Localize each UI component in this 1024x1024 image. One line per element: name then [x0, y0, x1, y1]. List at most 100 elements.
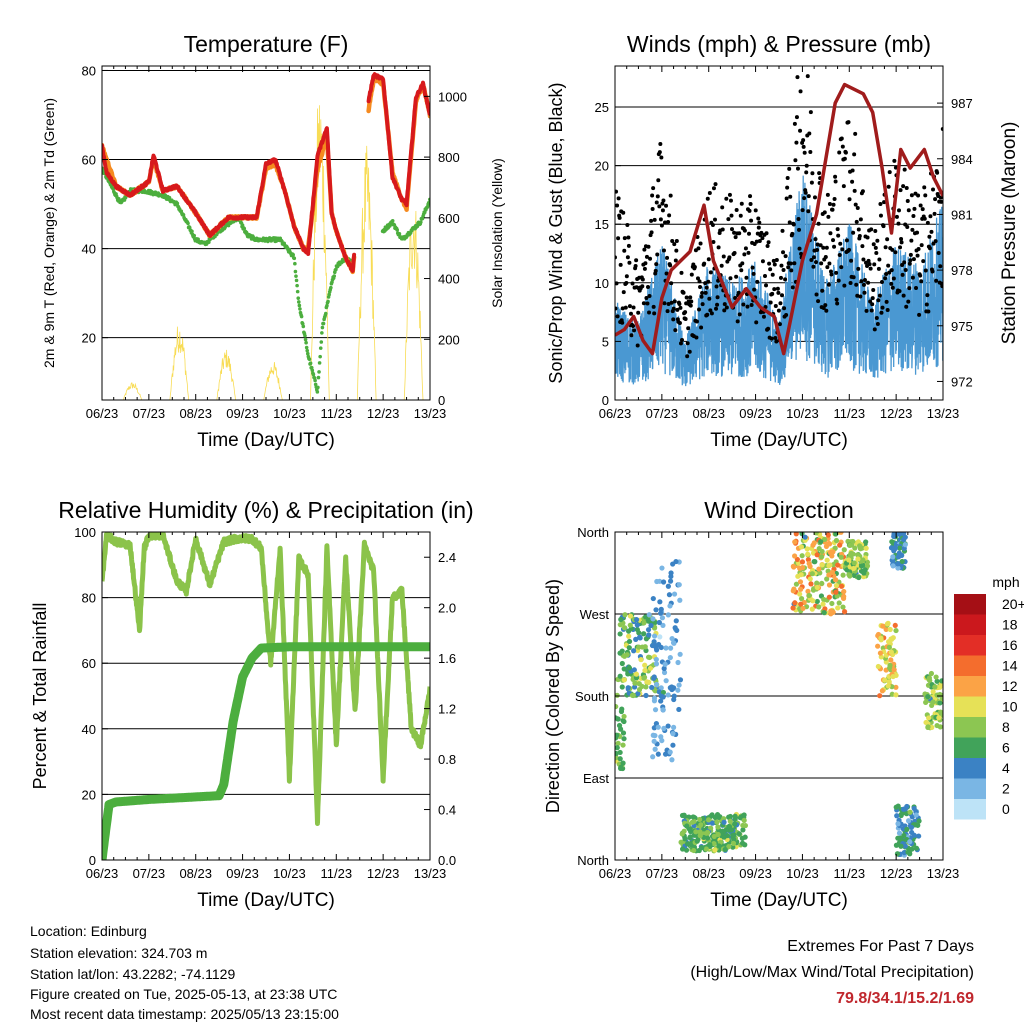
- rh-precip-x-tick-label: 12/23: [367, 866, 400, 881]
- gust-point: [834, 270, 839, 275]
- gust-point: [795, 75, 800, 80]
- temperature-y2-tick-label: 600: [438, 211, 460, 226]
- wind-direction-point: [934, 722, 940, 729]
- wind-direction-point: [829, 600, 835, 607]
- wind-direction-point: [671, 640, 677, 646]
- gust-point: [889, 268, 894, 273]
- wind-direction-point: [660, 707, 666, 713]
- gust-point: [934, 278, 939, 283]
- gust-point: [802, 150, 807, 155]
- wind-direction-point: [864, 563, 871, 569]
- rh-precip-y-tick-label: 20: [82, 787, 96, 802]
- gust-point: [842, 156, 847, 161]
- gust-point: [651, 304, 656, 309]
- gust-point: [738, 213, 743, 218]
- dewpoint-point: [317, 370, 321, 374]
- dewpoint-point: [397, 232, 402, 236]
- wind-direction-point: [669, 757, 675, 763]
- rh-precip-x-tick-label: 10/23: [273, 866, 306, 881]
- wind-direction-point: [825, 532, 831, 538]
- wind-direction-point: [736, 831, 742, 837]
- gust-point: [874, 315, 879, 320]
- wind-direction-point: [621, 666, 627, 672]
- temperature-y-tick-label: 40: [82, 242, 96, 257]
- gust-point: [685, 354, 690, 359]
- wind-direction-point: [797, 579, 804, 585]
- gust-point: [760, 259, 765, 264]
- gust-point: [695, 276, 700, 281]
- gust-point: [879, 279, 884, 284]
- wind-direction-point: [667, 578, 674, 584]
- gust-point: [615, 203, 620, 208]
- wind-direction-point: [793, 581, 800, 587]
- wind-direction-point: [683, 847, 690, 853]
- gust-point: [622, 236, 627, 241]
- gust-point: [816, 221, 821, 226]
- colorbar-swatch: [954, 696, 986, 717]
- gust-point: [791, 222, 796, 227]
- wind-direction-title: Wind Direction: [704, 497, 854, 523]
- gust-point: [617, 215, 622, 220]
- wind-direction-point: [907, 839, 913, 845]
- gust-point: [697, 279, 702, 284]
- gust-point: [802, 196, 807, 201]
- gust-point: [643, 261, 648, 266]
- gust-point: [737, 312, 742, 317]
- rh-precip-y-tick-label: 80: [82, 591, 96, 606]
- gust-point: [678, 305, 683, 310]
- gust-point: [706, 257, 711, 262]
- gust-point: [938, 195, 943, 200]
- wind-direction-point: [638, 656, 644, 663]
- wind-direction-point: [885, 683, 891, 689]
- gust-point: [640, 277, 645, 282]
- dewpoint-point: [307, 357, 312, 362]
- dewpoint-point: [390, 219, 395, 223]
- gust-point: [891, 276, 896, 281]
- wind-direction-point: [626, 633, 632, 639]
- temperature-y-axis-label: 2m & 9m T (Red, Orange) & 2m Td (Green): [41, 98, 57, 368]
- wind-direction-plot-area: [615, 532, 943, 858]
- gust-point: [856, 266, 861, 271]
- gust-point: [739, 268, 744, 273]
- wind-direction-point: [651, 675, 657, 681]
- gust-point: [741, 302, 746, 307]
- gust-point: [774, 257, 779, 262]
- wind-direction-x-tick-label: 11/23: [833, 866, 865, 881]
- gust-point: [653, 268, 658, 273]
- gust-point: [827, 201, 832, 206]
- wind-direction-point: [895, 821, 901, 827]
- wind-direction-point: [653, 661, 660, 667]
- gust-point: [660, 201, 665, 206]
- winds-y2-tick-label: 987: [951, 96, 973, 111]
- gust-point: [832, 244, 837, 249]
- gust-point: [714, 306, 719, 311]
- wind-direction-point: [670, 742, 676, 748]
- wind-direction-point: [677, 651, 683, 657]
- gust-point: [916, 247, 921, 252]
- wind-direction-point: [890, 673, 896, 680]
- temperature-x-tick-label: 10/23: [273, 406, 306, 421]
- wind-direction-point: [731, 832, 737, 838]
- dewpoint-point: [327, 292, 331, 297]
- gust-point: [799, 251, 804, 256]
- wind-direction-point: [697, 816, 703, 823]
- gust-point: [828, 269, 833, 274]
- gust-point: [700, 290, 705, 295]
- colorbar-swatch: [954, 676, 986, 697]
- wind-direction-point: [896, 550, 902, 556]
- wind-direction-point: [666, 592, 673, 598]
- wind-direction-point: [932, 684, 938, 690]
- wind-direction-point: [892, 545, 898, 552]
- gust-point: [923, 193, 928, 198]
- wind-direction-point: [800, 605, 806, 612]
- colorbar-unit-label: mph: [992, 574, 1019, 590]
- gust-point: [783, 254, 788, 259]
- gust-point: [649, 230, 654, 235]
- colorbar-swatch: [954, 655, 986, 676]
- wind-direction-point: [679, 831, 685, 837]
- wind-direction-point: [667, 654, 673, 661]
- wind-direction-point: [905, 849, 911, 855]
- gust-point: [762, 273, 767, 278]
- wind-direction-point: [859, 545, 865, 551]
